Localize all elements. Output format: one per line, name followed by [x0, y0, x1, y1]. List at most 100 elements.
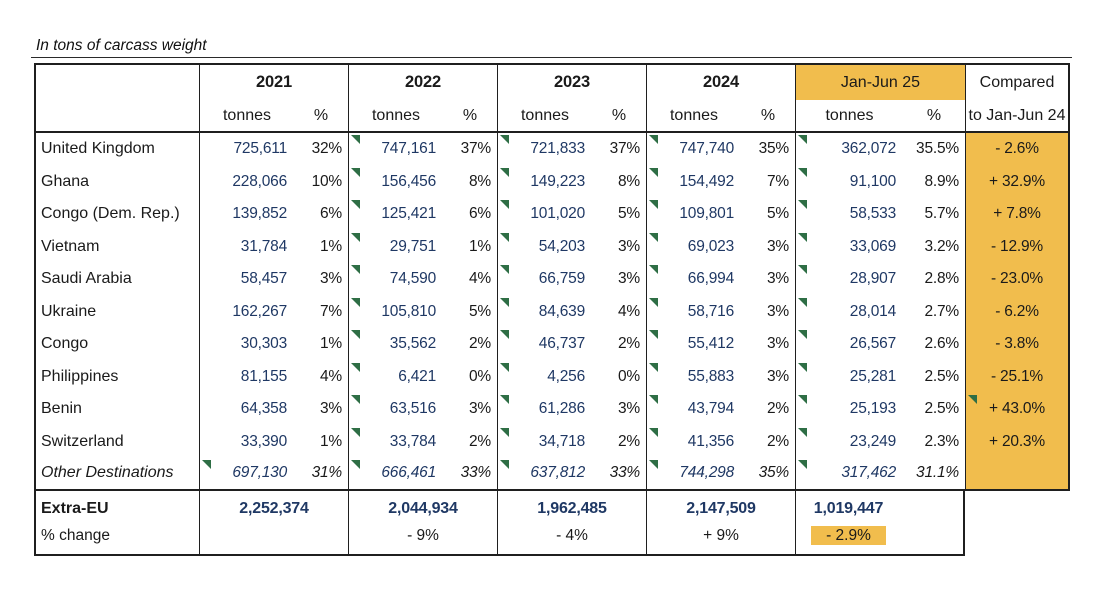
tonnes-value: 109,801 [679, 205, 734, 223]
share-cell: 1% [294, 231, 348, 264]
total-change: - 4% [556, 527, 588, 544]
compared-value: + 43.0% [989, 400, 1045, 418]
tonnes-cell: 46,737 [497, 328, 592, 361]
share-value: 1% [319, 432, 342, 450]
totals-label-cell: Extra-EU % change [34, 490, 199, 556]
share-value: 3.2% [924, 237, 959, 255]
share-cell: 3% [741, 263, 795, 296]
cell-corner-marker-icon [499, 265, 509, 274]
share-value: 5% [468, 302, 491, 320]
share-value: 37% [460, 140, 492, 158]
share-value: 3% [319, 400, 342, 418]
compared-cell: + 43.0% [965, 393, 1070, 426]
row-country-cell: Other Destinations [34, 458, 199, 491]
share-value: 2% [468, 432, 491, 450]
share-cell: 4% [592, 296, 646, 329]
cell-corner-marker-icon [797, 200, 807, 209]
share-value: 1% [319, 335, 342, 353]
tonnes-cell: 66,994 [646, 263, 741, 296]
cell-corner-marker-icon [797, 362, 807, 372]
tonnes-value: 666,461 [381, 464, 436, 482]
tonnes-value: 41,356 [687, 432, 734, 450]
compared-label-line2: to Jan-Jun 24 [968, 106, 1066, 124]
subheader-tonnes-jan-jun-25: tonnes [795, 100, 903, 133]
tonnes-cell: 74,590 [348, 263, 443, 296]
country-label: Saudi Arabia [41, 270, 132, 288]
tonnes-value: 31,784 [240, 237, 287, 255]
country-label: Congo [41, 335, 89, 353]
share-cell: 5% [741, 198, 795, 231]
tonnes-value: 25,281 [849, 367, 896, 385]
compared-value: - 12.9% [990, 237, 1044, 255]
tonnes-value: 33,069 [849, 237, 896, 255]
share-value: 2.5% [924, 400, 959, 418]
share-cell: 0% [592, 361, 646, 394]
tonnes-value: 26,567 [849, 335, 896, 353]
row-country-cell: Ghana [34, 165, 199, 198]
row-country-cell: Benin [34, 393, 199, 426]
tonnes-value: 156,456 [381, 172, 436, 190]
share-value: 3% [766, 367, 789, 385]
totals-cell-2022: 2,044,934 - 9% [348, 490, 497, 556]
cell-corner-marker-icon [499, 200, 509, 209]
total-value: 1,019,447 [813, 500, 884, 517]
compared-cell: - 6.2% [965, 295, 1070, 328]
row-country-cell: Philippines [34, 360, 199, 393]
country-label: Benin [41, 400, 82, 418]
share-value: 3% [617, 400, 640, 418]
tonnes-value: 25,193 [849, 400, 896, 418]
cell-corner-marker-icon [797, 395, 807, 404]
share-value: 2.3% [924, 432, 959, 450]
share-cell: 33% [443, 458, 497, 491]
extra-eu-label: Extra-EU [41, 500, 109, 517]
cell-corner-marker-icon [201, 460, 211, 469]
share-value: 5% [766, 205, 789, 223]
cell-corner-marker-icon [648, 395, 658, 404]
cell-corner-marker-icon [797, 427, 807, 437]
tonnes-cell: 228,066 [199, 165, 294, 198]
compared-cell: - 3.8% [965, 328, 1070, 361]
share-cell: 4% [294, 361, 348, 394]
tonnes-cell: 362,072 [795, 133, 903, 166]
tonnes-value: 91,100 [849, 172, 896, 190]
share-cell: 1% [443, 231, 497, 264]
share-value: 3% [766, 335, 789, 353]
share-cell: 5% [443, 296, 497, 329]
tonnes-cell: 69,023 [646, 230, 741, 263]
cell-corner-marker-icon [350, 460, 360, 469]
tonnes-cell: 61,286 [497, 393, 592, 426]
share-value: 37% [609, 140, 641, 158]
tonnes-cell: 162,267 [199, 295, 294, 328]
share-value: 3% [617, 237, 640, 255]
tonnes-value: 29,751 [389, 237, 436, 255]
compared-value: - 25.1% [990, 367, 1044, 385]
tonnes-cell: 744,298 [646, 458, 741, 491]
country-label: United Kingdom [41, 140, 155, 158]
tonnes-value: 58,716 [687, 302, 734, 320]
share-cell: 3% [592, 393, 646, 426]
tonnes-value: 30,303 [240, 335, 287, 353]
share-value: 8.9% [924, 172, 959, 190]
tonnes-cell: 697,130 [199, 458, 294, 491]
cell-corner-marker-icon [499, 330, 509, 339]
tonnes-value: 66,994 [687, 270, 734, 288]
tonnes-value: 35,562 [389, 335, 436, 353]
share-value: 8% [468, 172, 491, 190]
cell-corner-marker-icon [797, 232, 807, 242]
compared-cell: - 2.6% [965, 133, 1070, 166]
share-cell: 37% [592, 133, 646, 166]
cell-corner-marker-icon [350, 200, 360, 209]
row-country-cell: Congo (Dem. Rep.) [34, 198, 199, 231]
tonnes-value: 28,014 [849, 302, 896, 320]
share-value: 35% [758, 464, 790, 482]
tonnes-value: 33,390 [240, 432, 287, 450]
highlighted-change: - 2.9% [811, 526, 886, 545]
tonnes-cell: 91,100 [795, 165, 903, 198]
row-country-cell: Vietnam [34, 230, 199, 263]
tonnes-value: 55,412 [687, 335, 734, 353]
share-value: 2% [468, 335, 491, 353]
cell-corner-marker-icon [350, 297, 360, 307]
col-header-2022: 2022 [348, 63, 497, 100]
tonnes-cell: 35,562 [348, 328, 443, 361]
share-cell: 3% [741, 328, 795, 361]
